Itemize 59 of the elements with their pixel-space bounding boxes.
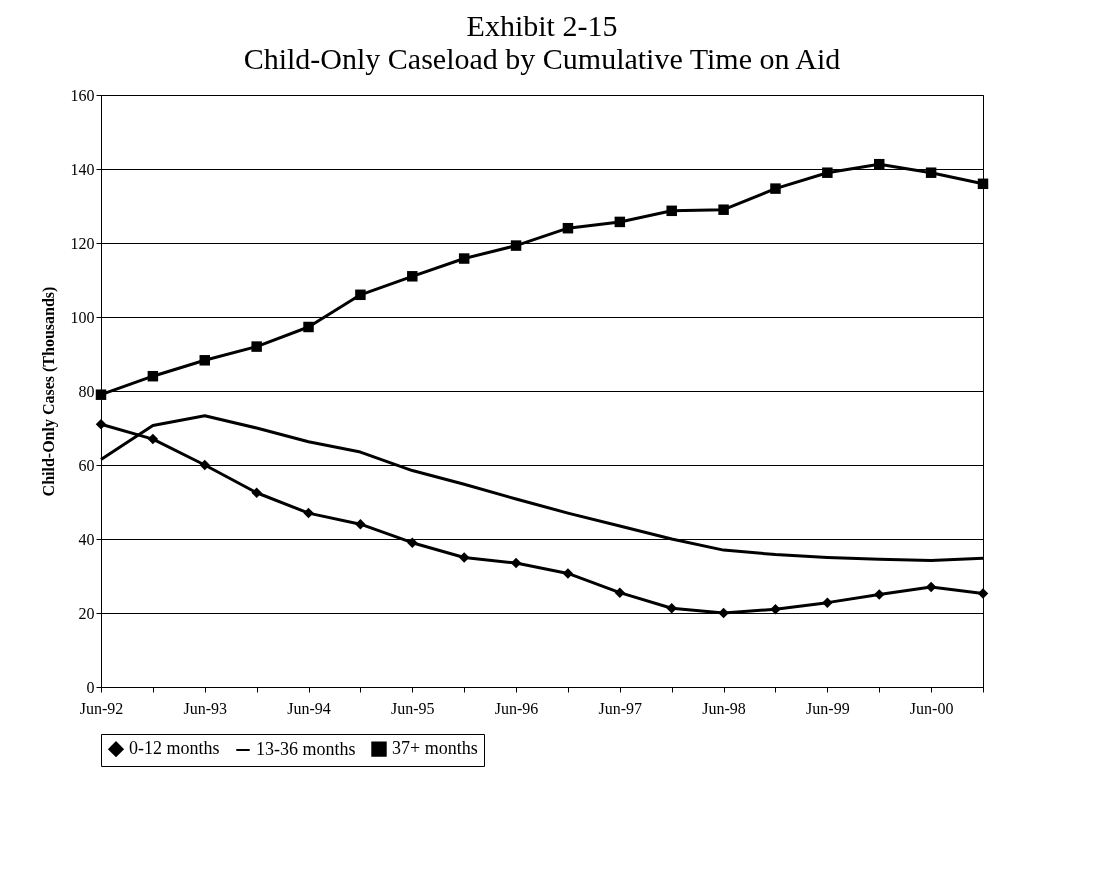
point xyxy=(407,271,418,282)
point xyxy=(251,487,262,498)
legend-label: 0-12 months xyxy=(129,738,220,759)
y-axis-title: Child-Only Cases (Thousands) xyxy=(39,286,58,497)
point xyxy=(977,588,989,599)
point xyxy=(562,568,574,579)
point xyxy=(614,587,626,598)
point xyxy=(666,602,677,614)
point xyxy=(873,158,885,170)
y-tick-label: 0 xyxy=(86,678,95,696)
point xyxy=(718,204,729,215)
x-tick-label: Jun-93 xyxy=(183,699,228,717)
chart-subtitle: Child-Only Caseload by Cumulative Time on Aid xyxy=(243,42,841,75)
point xyxy=(666,205,677,217)
point xyxy=(199,459,211,471)
point xyxy=(355,289,366,301)
y-tick-label: 40 xyxy=(78,530,95,548)
y-tick-label: 100 xyxy=(70,308,95,326)
chart-title: Exhibit 2-15 xyxy=(466,9,618,42)
point xyxy=(822,167,833,178)
point xyxy=(95,419,107,430)
point xyxy=(147,433,159,445)
point xyxy=(873,589,885,600)
x-tick-label: Jun-98 xyxy=(702,699,746,717)
y-tick-label: 160 xyxy=(70,86,95,104)
point xyxy=(925,581,937,593)
y-tick-label: 80 xyxy=(78,382,95,400)
point xyxy=(251,341,262,352)
y-tick-label: 20 xyxy=(78,604,95,622)
point xyxy=(458,552,470,563)
point xyxy=(718,607,729,619)
x-tick-label: Jun-99 xyxy=(806,699,850,717)
point xyxy=(614,216,626,228)
x-tick-label: Jun-96 xyxy=(494,699,539,717)
point xyxy=(355,518,366,530)
point xyxy=(770,604,781,615)
point xyxy=(407,537,418,548)
point xyxy=(458,253,470,264)
point xyxy=(95,389,107,400)
point xyxy=(147,370,159,382)
y-tick-label: 60 xyxy=(78,456,95,474)
point xyxy=(510,240,522,251)
x-tick-label: Jun-94 xyxy=(287,699,331,717)
x-tick-label: Jun-00 xyxy=(909,699,954,717)
point xyxy=(562,222,574,234)
point xyxy=(822,597,833,608)
y-tick-label: 120 xyxy=(70,234,95,252)
y-tick-label: 140 xyxy=(70,160,95,178)
point xyxy=(199,355,211,366)
legend-label: 13-36 months xyxy=(256,739,356,759)
point xyxy=(770,183,781,194)
point xyxy=(303,507,314,519)
legend-label: 37+ months xyxy=(392,738,478,759)
x-tick-label: Jun-92 xyxy=(79,699,124,717)
x-tick-label: Jun-95 xyxy=(391,699,435,717)
point xyxy=(925,167,937,178)
point xyxy=(977,178,989,190)
point xyxy=(303,321,314,333)
x-tick-label: Jun-97 xyxy=(598,699,643,717)
